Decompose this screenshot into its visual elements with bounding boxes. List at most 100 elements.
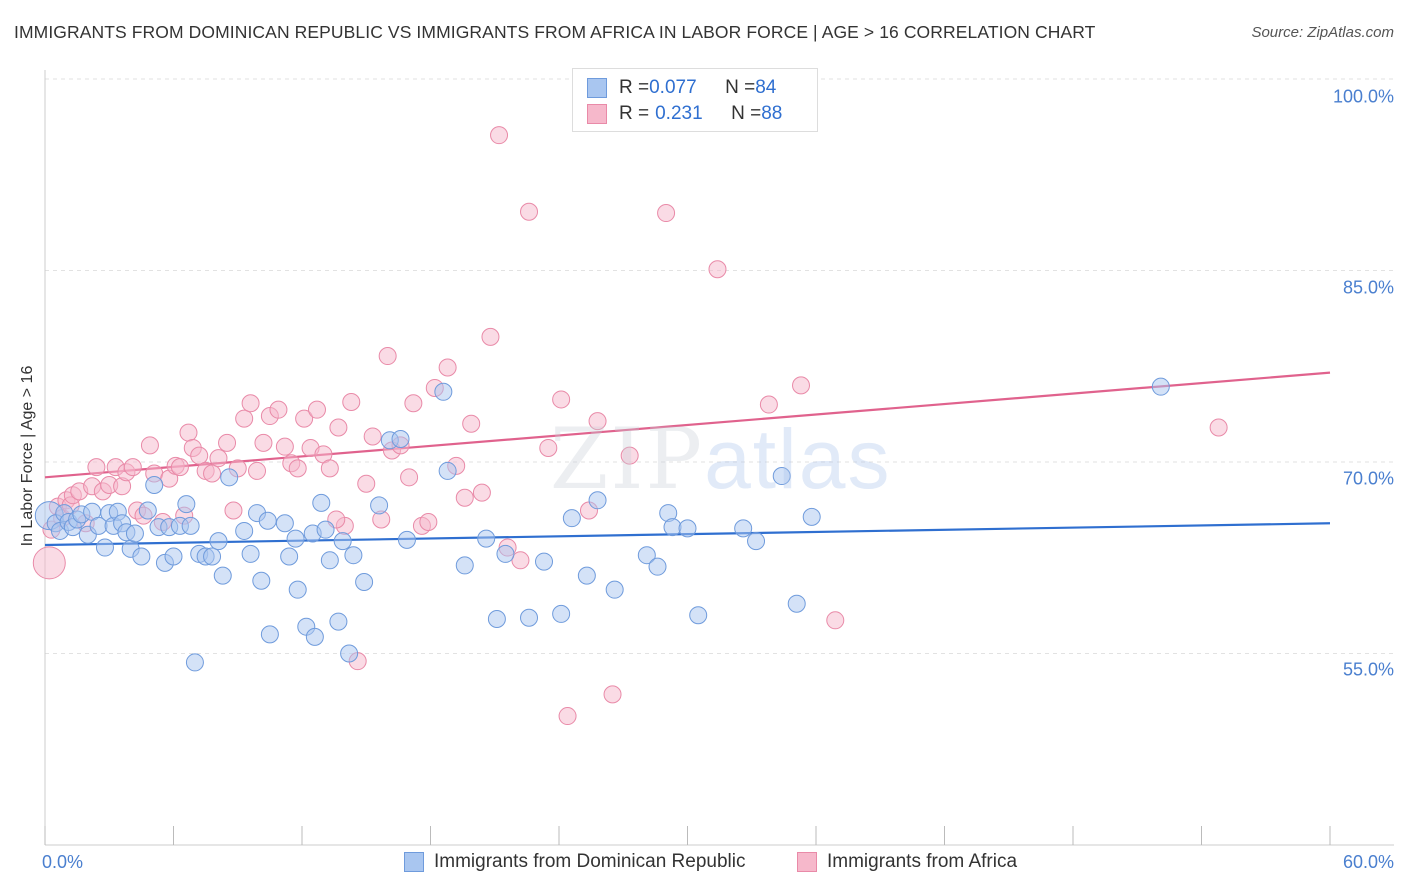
point-africa (275, 437, 294, 456)
series-legend: Immigrants from Dominican Republic Immig… (0, 851, 1406, 877)
legend-row-pink: R = 0.231 N = 88 (587, 102, 782, 126)
point-dominican-republic (329, 612, 348, 631)
legend-n-value: 88 (761, 103, 783, 124)
point-africa (708, 260, 727, 279)
point-africa (32, 546, 66, 580)
points-africa (32, 126, 1228, 726)
point-africa (400, 468, 419, 487)
point-dominican-republic (355, 573, 374, 592)
point-dominican-republic (185, 653, 204, 672)
point-africa (419, 513, 438, 532)
point-africa (87, 458, 106, 477)
point-dominican-republic (235, 521, 254, 540)
point-africa (657, 204, 676, 223)
point-dominican-republic (1151, 377, 1170, 396)
point-dominican-republic (333, 532, 352, 551)
x-tick-label: 0.0% (42, 852, 84, 872)
legend-swatch-blue (404, 852, 424, 872)
point-africa (826, 611, 845, 630)
point-dominican-republic (312, 493, 331, 512)
point-africa (140, 436, 159, 455)
legend-r-label: R = (619, 103, 650, 124)
point-dominican-republic (344, 546, 363, 565)
point-dominican-republic (305, 627, 324, 646)
point-dominican-republic (562, 509, 581, 528)
point-dominican-republic (95, 538, 114, 557)
point-africa (224, 501, 243, 520)
legend-swatch-pink (797, 852, 817, 872)
legend-swatch-blue (587, 78, 607, 98)
chart-title: IMMIGRANTS FROM DOMINICAN REPUBLIC VS IM… (14, 22, 1096, 42)
point-africa (558, 707, 577, 726)
point-dominican-republic (209, 532, 228, 551)
point-dominican-republic (203, 547, 222, 566)
legend-item-africa[interactable]: Immigrants from Africa (797, 851, 1017, 873)
point-africa (329, 418, 348, 437)
point-africa (603, 685, 622, 704)
point-africa (342, 392, 361, 411)
point-dominican-republic (145, 475, 164, 494)
point-dominican-republic (535, 552, 554, 571)
y-tick-label: 100.0% (1332, 86, 1394, 107)
y-tick-label: 55.0% (1342, 659, 1394, 680)
point-africa (269, 400, 288, 419)
point-dominican-republic (138, 501, 157, 520)
legend-n-label: N = (725, 77, 756, 98)
legend-n-label: N = (731, 103, 762, 124)
correlation-legend: R = 0.077 N = 84 R = 0.231 N = 88 (572, 68, 818, 132)
point-dominican-republic (734, 519, 753, 538)
point-dominican-republic (496, 544, 515, 563)
point-dominican-republic (648, 557, 667, 576)
point-dominican-republic (689, 606, 708, 625)
point-africa (248, 461, 267, 480)
point-africa (455, 488, 474, 507)
x-tick-label: 60.0% (1342, 852, 1394, 872)
point-dominican-republic (280, 547, 299, 566)
y-axis-label: In Labor Force | Age > 16 (19, 365, 36, 547)
point-dominican-republic (320, 551, 339, 570)
legend-label: Immigrants from Africa (827, 851, 1018, 872)
legend-r-value: 0.077 (649, 77, 697, 98)
legend-item-dominican-republic[interactable]: Immigrants from Dominican Republic (404, 851, 746, 873)
point-dominican-republic (747, 532, 766, 551)
legend-row-blue: R = 0.077 N = 84 (587, 76, 776, 100)
point-africa (490, 126, 509, 145)
point-africa (588, 412, 607, 431)
point-dominican-republic (391, 430, 410, 449)
trend-line (44, 371, 1331, 479)
point-dominican-republic (588, 491, 607, 510)
source-credit: Source: ZipAtlas.com (1251, 24, 1394, 41)
point-africa (218, 433, 237, 452)
point-dominican-republic (220, 468, 239, 487)
point-dominican-republic (605, 580, 624, 599)
point-dominican-republic (772, 467, 791, 486)
point-dominican-republic (678, 519, 697, 538)
point-dominican-republic (477, 529, 496, 548)
point-dominican-republic (487, 610, 506, 629)
legend-swatch-pink (587, 104, 607, 124)
point-dominican-republic (258, 511, 277, 530)
point-africa (203, 464, 222, 483)
point-africa (462, 414, 481, 433)
points-dominican-republic (34, 377, 1170, 672)
point-africa (620, 446, 639, 465)
point-dominican-republic (213, 566, 232, 585)
point-dominican-republic (260, 625, 279, 644)
point-dominican-republic (132, 547, 151, 566)
legend-n-value: 84 (755, 77, 777, 98)
y-tick-label: 85.0% (1342, 277, 1394, 298)
point-africa (378, 347, 397, 366)
legend-label: Immigrants from Dominican Republic (434, 851, 746, 872)
point-dominican-republic (455, 556, 474, 575)
point-dominican-republic (663, 518, 682, 537)
point-dominican-republic (787, 594, 806, 613)
y-tick-label: 70.0% (1342, 468, 1394, 489)
point-africa (295, 409, 314, 428)
point-africa (792, 376, 811, 395)
axes (44, 70, 1394, 846)
point-dominican-republic (434, 382, 453, 401)
point-dominican-republic (637, 546, 656, 565)
point-africa (552, 390, 571, 409)
point-africa (472, 483, 491, 502)
point-africa (170, 458, 189, 477)
